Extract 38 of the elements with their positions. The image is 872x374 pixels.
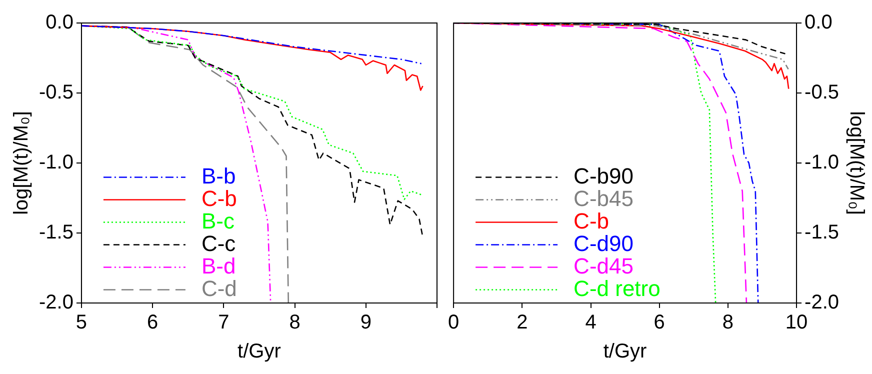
x-tick-label: 5 <box>76 312 88 334</box>
y2-tick-label: -0.5 <box>804 82 840 104</box>
legend-label: B-b <box>201 163 236 188</box>
x-tick-label: 8 <box>722 312 734 334</box>
legend-label: C-b <box>574 208 610 234</box>
x-tick-label: 7 <box>218 312 230 334</box>
y-tick-label: 0.0 <box>46 12 74 34</box>
x-axis-title: t/Gyr <box>238 340 282 363</box>
x-tick-label: 10 <box>785 312 808 334</box>
y2-tick-label: -1.5 <box>804 222 840 244</box>
legend-label: C-b45 <box>574 186 634 211</box>
legend-label: C-b90 <box>574 163 634 188</box>
x-axis-title: t/Gyr <box>603 340 648 363</box>
line-series <box>81 25 422 64</box>
x-tick-label: 9 <box>360 312 372 334</box>
legend-label: C-d90 <box>574 230 634 256</box>
y-axis-title: log[M(t)/M₀] <box>10 111 33 215</box>
y2-tick-label: 0.0 <box>804 12 832 34</box>
y2-axis-title: log[M(t)/M₀] <box>845 111 868 215</box>
y2-tick-label: -1.0 <box>804 152 840 174</box>
y-tick-label: -1.0 <box>38 152 74 174</box>
x-tick-label: 0 <box>448 312 460 334</box>
x-tick-label: 4 <box>585 312 596 334</box>
x-tick-label: 2 <box>516 312 528 334</box>
legend-label: B-c <box>201 208 234 234</box>
y2-tick-label: -2.0 <box>804 292 840 314</box>
legend-label: C-c <box>201 230 236 256</box>
legend-label: B-d <box>201 253 236 278</box>
y-tick-label: -1.5 <box>38 222 74 244</box>
legend-label: C-d45 <box>574 253 634 278</box>
legend-label: C-b <box>201 186 237 211</box>
x-tick-label: 6 <box>654 312 665 334</box>
legend-label: C-d retro <box>574 276 660 301</box>
legend-label: C-d <box>201 276 237 301</box>
y-tick-label: -2.0 <box>38 292 74 314</box>
x-tick-label: 6 <box>147 312 158 334</box>
x-tick-label: 8 <box>289 312 300 334</box>
y-tick-label: -0.5 <box>38 82 74 104</box>
